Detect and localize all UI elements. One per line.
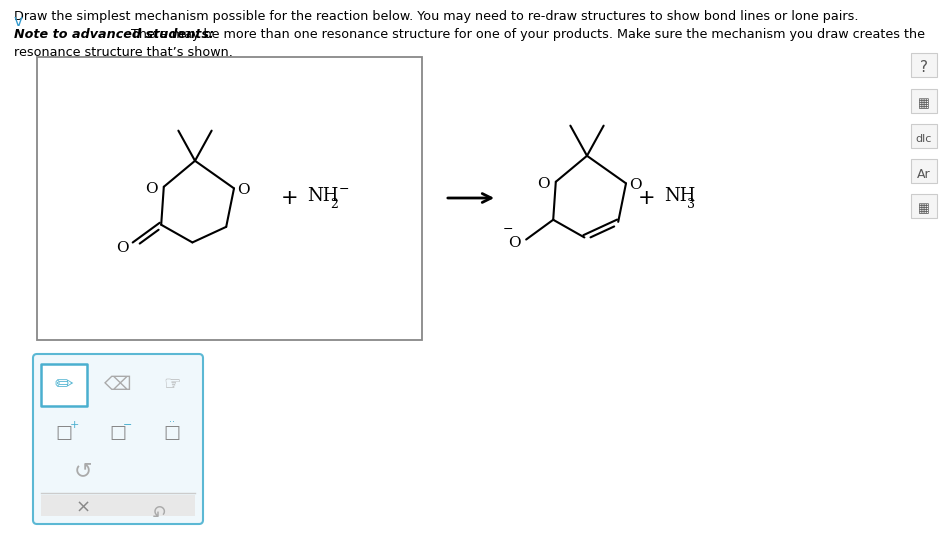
- Text: ▦: ▦: [918, 98, 930, 111]
- Text: NH: NH: [664, 187, 695, 205]
- Text: ⌫: ⌫: [104, 376, 132, 395]
- Text: Draw the simplest mechanism possible for the reaction below. You may need to re-: Draw the simplest mechanism possible for…: [14, 10, 858, 23]
- Text: ×: ×: [75, 499, 90, 517]
- Bar: [911, 194, 937, 218]
- Text: −: −: [123, 420, 133, 430]
- Bar: [911, 53, 937, 77]
- Text: There may be more than one resonance structure for one of your products. Make su: There may be more than one resonance str…: [127, 28, 925, 41]
- Text: +: +: [281, 188, 299, 208]
- Text: −: −: [502, 223, 514, 236]
- Bar: [911, 124, 937, 148]
- Text: v: v: [14, 14, 23, 29]
- Text: O: O: [237, 183, 249, 197]
- Text: □: □: [56, 424, 72, 442]
- Text: ▦: ▦: [918, 203, 930, 216]
- Text: Ar: Ar: [917, 167, 931, 180]
- Text: 3: 3: [687, 197, 695, 210]
- Text: +: +: [638, 188, 656, 208]
- Text: dlc: dlc: [916, 134, 933, 144]
- Text: ··: ··: [169, 417, 175, 427]
- Bar: [911, 89, 937, 113]
- Text: □: □: [109, 424, 126, 442]
- Text: ☞: ☞: [163, 376, 181, 395]
- Text: O: O: [629, 178, 642, 192]
- Text: ↺: ↺: [150, 499, 165, 517]
- FancyBboxPatch shape: [33, 354, 203, 524]
- Text: ✏: ✏: [55, 375, 73, 395]
- Text: resonance structure that’s shown.: resonance structure that’s shown.: [14, 46, 232, 59]
- Text: O: O: [508, 236, 521, 249]
- Text: O: O: [537, 177, 550, 191]
- Text: NH: NH: [307, 187, 339, 205]
- Text: 2: 2: [330, 197, 338, 210]
- Text: Note to advanced students:: Note to advanced students:: [14, 28, 215, 41]
- Text: −: −: [339, 183, 349, 196]
- Bar: [37, 57, 422, 340]
- Bar: [41, 364, 87, 406]
- Text: +: +: [70, 420, 79, 430]
- Text: □: □: [164, 424, 181, 442]
- Text: ↺: ↺: [73, 461, 92, 481]
- Text: O: O: [117, 241, 129, 255]
- Bar: [911, 159, 937, 183]
- Text: O: O: [145, 182, 158, 196]
- Bar: [41, 495, 195, 516]
- Text: ?: ?: [920, 61, 928, 75]
